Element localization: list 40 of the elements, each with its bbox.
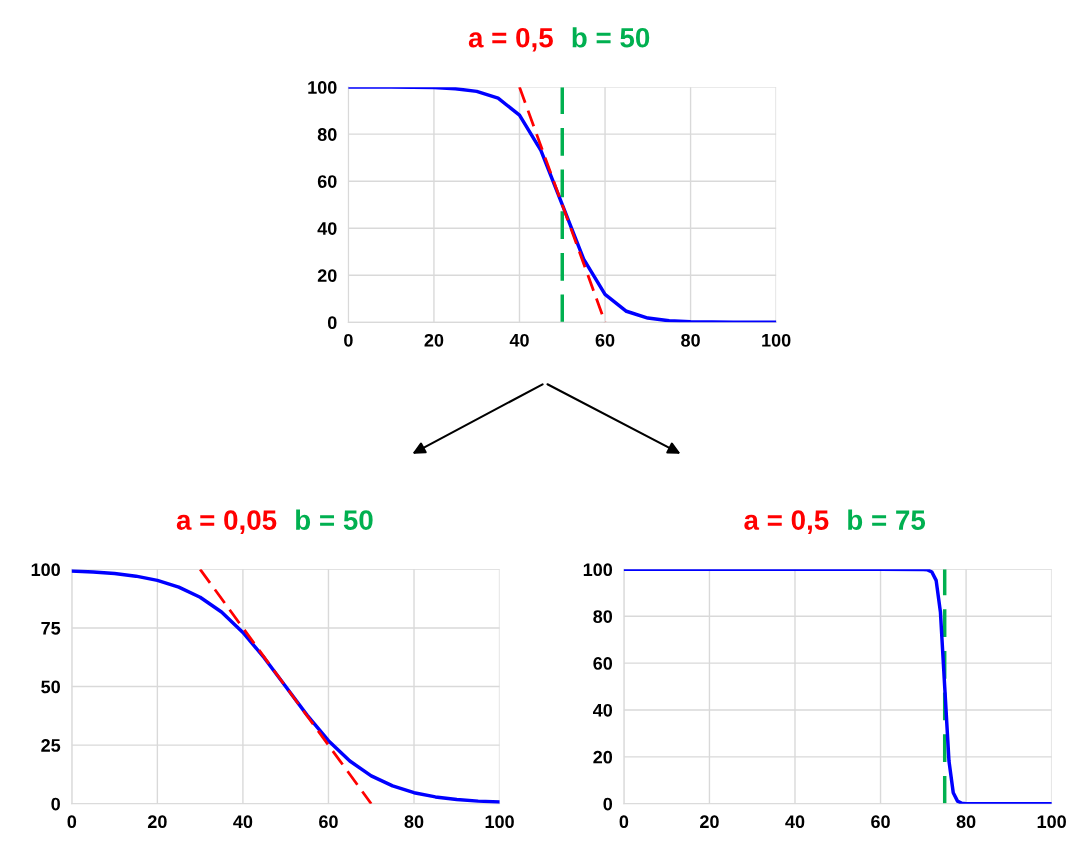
y-tick-label: 20 <box>593 750 613 764</box>
x-tick-label: 40 <box>233 815 253 829</box>
y-tick-label: 60 <box>317 175 337 188</box>
x-tick-label: 0 <box>344 333 353 347</box>
y-tick-label: 75 <box>41 622 61 635</box>
chart-subtitle: b = 75 <box>848 509 926 530</box>
y-tick-label: 0 <box>51 797 60 811</box>
y-tick-label: 0 <box>327 316 337 330</box>
x-tick-label: 60 <box>871 815 890 829</box>
x-tick-label: 80 <box>681 333 700 347</box>
chart-title: a = 0,5 <box>744 510 829 534</box>
x-tick-label: 0 <box>619 815 629 829</box>
y-tick-label: 0 <box>603 797 613 811</box>
x-tick-label: 0 <box>67 815 77 829</box>
chart-title: a = 0,05 <box>176 510 277 534</box>
y-tick-label: 20 <box>317 269 337 283</box>
x-tick-label: 100 <box>1037 815 1066 829</box>
x-tick-label: 100 <box>485 815 514 829</box>
y-tick-label: 100 <box>583 563 613 577</box>
x-tick-label: 100 <box>762 333 791 347</box>
y-tick-label: 50 <box>41 680 60 694</box>
x-tick-label: 80 <box>404 815 424 829</box>
chart-subtitle: b = 50 <box>572 27 650 48</box>
y-tick-label: 60 <box>593 657 613 670</box>
y-tick-label: 80 <box>317 128 337 141</box>
line-series <box>623 569 1052 804</box>
y-tick-label: 100 <box>31 563 60 577</box>
y-tick-label: 80 <box>593 610 613 623</box>
y-tick-label: 25 <box>41 739 61 752</box>
chart-title: a = 0,5 <box>468 27 553 52</box>
x-tick-label: 20 <box>700 815 719 829</box>
y-tick-label: 100 <box>308 81 337 94</box>
x-tick-label: 20 <box>424 333 444 347</box>
x-tick-label: 40 <box>785 815 805 829</box>
y-tick-label: 40 <box>317 222 337 235</box>
chart-subtitle: b = 50 <box>296 509 373 530</box>
y-tick-label: 40 <box>592 703 613 717</box>
x-tick-label: 80 <box>956 815 976 829</box>
x-tick-label: 40 <box>509 333 529 347</box>
x-tick-label: 20 <box>147 815 167 829</box>
